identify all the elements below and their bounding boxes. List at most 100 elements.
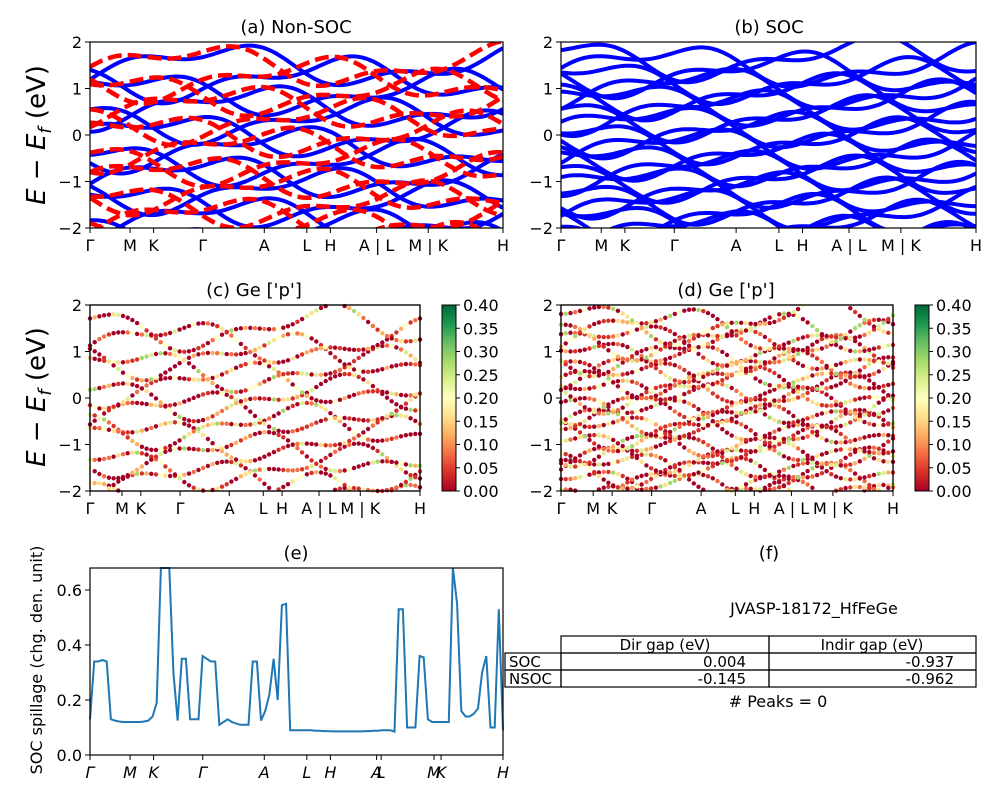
projection-point <box>130 330 135 336</box>
projection-point <box>144 383 149 388</box>
projection-point <box>149 425 154 431</box>
projection-point <box>299 426 305 431</box>
projection-point <box>295 371 300 376</box>
x-tick-label: M <box>586 499 600 518</box>
projection-point <box>573 330 578 336</box>
projection-point <box>403 406 409 411</box>
projection-point <box>92 340 97 345</box>
projection-point <box>361 462 366 468</box>
projection-point <box>777 344 782 349</box>
projection-point <box>672 427 677 432</box>
projection-point <box>786 346 791 351</box>
projection-point <box>243 422 248 428</box>
projection-point <box>215 486 220 491</box>
projection-point <box>691 332 696 338</box>
projection-point <box>758 346 763 351</box>
projection-point <box>252 468 258 473</box>
band-line <box>90 95 503 148</box>
projection-point <box>182 325 187 330</box>
projection-point <box>577 359 583 365</box>
projection-point <box>833 402 839 408</box>
projection-point <box>200 321 206 326</box>
projection-point <box>111 454 116 459</box>
projection-point <box>120 330 126 335</box>
projection-point <box>615 354 621 359</box>
projection-point <box>191 419 196 424</box>
projection-point <box>229 479 234 484</box>
projection-point <box>139 378 145 383</box>
projection-point <box>314 384 319 390</box>
projection-point <box>677 383 682 388</box>
projection-point <box>810 353 815 358</box>
projection-point <box>653 422 659 427</box>
projection-point <box>829 364 834 369</box>
projection-point <box>92 480 97 486</box>
projection-point <box>748 369 753 374</box>
projection-point <box>772 417 777 423</box>
projection-point <box>262 343 267 348</box>
projection-point <box>271 327 277 332</box>
projection-point <box>309 348 314 353</box>
projection-point <box>767 368 772 373</box>
projection-point <box>772 345 777 350</box>
projection-point <box>139 332 145 337</box>
projection-point <box>144 333 149 338</box>
projection-point <box>838 381 843 386</box>
projection-point <box>196 418 201 424</box>
projection-point <box>92 457 97 462</box>
projection-point <box>116 475 121 481</box>
projection-point <box>677 365 682 370</box>
projection-point <box>182 435 187 440</box>
x-tick-label: Γ <box>86 763 96 782</box>
projection-point <box>233 457 239 462</box>
projection-point <box>582 434 587 439</box>
panel-a-title: (a) Non-SOC <box>240 17 351 38</box>
projection-point <box>639 321 644 326</box>
projection-point <box>111 404 116 409</box>
projection-point <box>229 421 234 427</box>
projection-point <box>634 484 640 489</box>
projection-point <box>276 447 281 452</box>
projection-point <box>601 401 606 406</box>
projection-point <box>805 468 810 474</box>
projection-point <box>563 462 568 468</box>
projection-point <box>314 398 319 403</box>
colorbar-tick-label: 0.35 <box>463 319 499 338</box>
projection-point <box>139 471 145 476</box>
y-tick-label: −1 <box>58 173 82 192</box>
projection-point <box>758 393 763 398</box>
projection-point <box>116 360 121 365</box>
projection-point <box>606 411 611 416</box>
projection-point <box>805 385 810 391</box>
projection-point <box>663 397 668 402</box>
projection-point <box>620 319 625 324</box>
projection-point <box>653 468 659 473</box>
projection-point <box>356 312 361 317</box>
projection-point <box>347 485 352 491</box>
projection-point <box>281 372 286 377</box>
projection-point <box>606 480 611 485</box>
projection-point <box>814 412 820 418</box>
projection-point <box>596 433 602 438</box>
projection-point <box>743 328 749 333</box>
projection-point <box>691 460 696 465</box>
projection-point <box>285 482 291 487</box>
projection-point <box>224 482 229 487</box>
projection-point <box>394 392 399 397</box>
projection-point <box>753 353 758 358</box>
projection-point <box>715 478 720 484</box>
projection-point <box>243 345 248 351</box>
projection-point <box>857 417 862 422</box>
projection-point <box>867 482 872 488</box>
x-tick-label: Γ <box>86 499 95 518</box>
projection-point <box>748 406 753 411</box>
projection-point <box>791 354 796 359</box>
projection-point <box>838 423 843 429</box>
x-tick-label: Γ <box>86 236 95 255</box>
projection-point <box>328 371 333 376</box>
projection-point <box>762 447 768 453</box>
projection-point <box>215 324 220 329</box>
projection-point <box>800 475 806 480</box>
projection-point <box>398 467 404 472</box>
y-tick-label: 0 <box>72 389 82 408</box>
